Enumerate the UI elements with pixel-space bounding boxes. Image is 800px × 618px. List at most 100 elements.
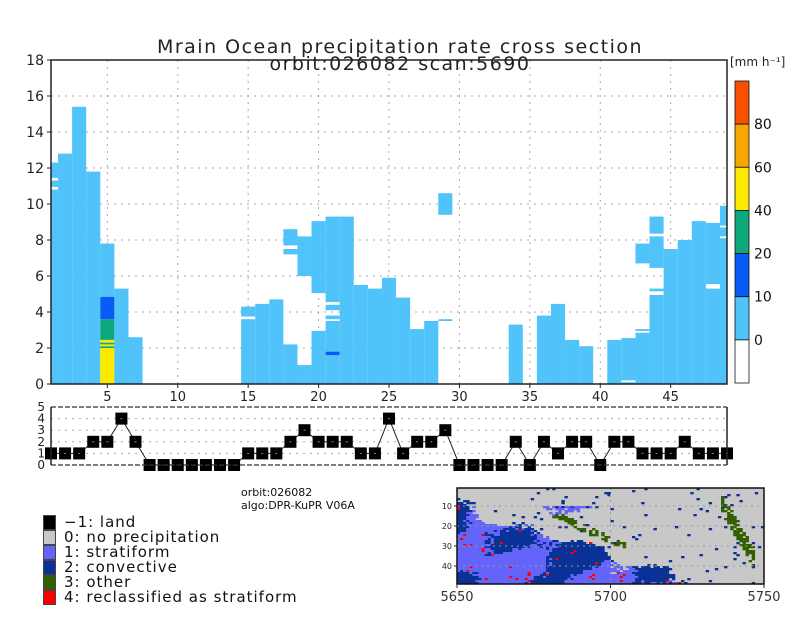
map-cell bbox=[570, 556, 574, 559]
map-cell bbox=[650, 582, 654, 585]
map-cell bbox=[530, 560, 535, 563]
map-cell bbox=[506, 538, 510, 541]
map-cell bbox=[518, 526, 522, 529]
map-cell bbox=[457, 538, 461, 541]
map-cell bbox=[582, 566, 587, 569]
map-cell bbox=[552, 548, 556, 551]
map-cell bbox=[589, 530, 593, 533]
map-cell bbox=[595, 546, 599, 549]
x-tick-label: 15 bbox=[240, 390, 257, 405]
map-cell bbox=[552, 558, 556, 561]
map-cell bbox=[582, 570, 587, 573]
precip-cell bbox=[649, 236, 664, 268]
map-cell bbox=[604, 536, 608, 539]
map-cell bbox=[487, 560, 492, 563]
map-cell bbox=[499, 536, 504, 539]
map-cell bbox=[542, 562, 547, 565]
map-cell bbox=[506, 578, 510, 581]
map-cell bbox=[490, 544, 495, 547]
map-cell bbox=[509, 556, 513, 559]
precip-cell bbox=[297, 236, 312, 276]
map-cell bbox=[567, 506, 571, 509]
map-cell bbox=[616, 566, 621, 569]
map-cell bbox=[567, 562, 571, 565]
map-cell bbox=[481, 572, 485, 575]
map-cell bbox=[546, 560, 550, 563]
map-cell bbox=[592, 546, 596, 549]
map-cell bbox=[503, 560, 507, 563]
map-cell bbox=[499, 558, 504, 561]
map-cell bbox=[662, 576, 667, 579]
map-cell bbox=[736, 494, 740, 497]
map-cell bbox=[490, 554, 495, 557]
map-cell bbox=[496, 570, 501, 573]
map-cell bbox=[724, 526, 728, 529]
map-cell bbox=[463, 544, 467, 547]
map-cell bbox=[499, 540, 504, 543]
map-cell bbox=[503, 556, 507, 559]
map-cell bbox=[610, 582, 614, 585]
map-cell bbox=[503, 538, 507, 541]
map-cell bbox=[555, 540, 559, 543]
map-cell bbox=[493, 554, 498, 557]
map-cell bbox=[469, 574, 473, 577]
map-cell bbox=[742, 562, 746, 565]
type-marker-dot bbox=[557, 452, 559, 454]
map-cell bbox=[570, 566, 574, 569]
map-cell bbox=[506, 582, 510, 585]
map-cell bbox=[582, 572, 587, 575]
map-cell bbox=[567, 580, 571, 583]
map-cell bbox=[490, 574, 495, 577]
map-cell bbox=[524, 548, 528, 551]
map-cell bbox=[460, 570, 464, 573]
map-cell bbox=[506, 532, 510, 535]
map-cell bbox=[724, 566, 728, 569]
map-cell bbox=[659, 568, 663, 571]
map-cell bbox=[616, 574, 621, 577]
map-cell bbox=[549, 570, 553, 573]
map-cell bbox=[659, 570, 663, 573]
type-marker-dot bbox=[514, 441, 517, 443]
type-marker-dot bbox=[134, 441, 137, 443]
map-cell bbox=[463, 548, 467, 551]
map-cell bbox=[665, 580, 670, 583]
map-cell bbox=[555, 552, 559, 555]
map-cell bbox=[542, 564, 547, 567]
map-cell bbox=[466, 580, 470, 583]
map-cell bbox=[481, 522, 485, 525]
map-cell bbox=[478, 550, 482, 553]
map-cell bbox=[733, 558, 737, 561]
map-cell bbox=[647, 566, 651, 569]
map-cell bbox=[460, 576, 464, 579]
map-cell bbox=[530, 530, 535, 533]
map-cell bbox=[472, 536, 476, 539]
map-cell bbox=[466, 578, 470, 581]
map-cell bbox=[515, 574, 519, 577]
map-cell bbox=[527, 562, 531, 565]
map-cell bbox=[622, 526, 627, 529]
map-cell bbox=[595, 556, 599, 559]
map-cell bbox=[598, 550, 602, 553]
map-cell bbox=[613, 568, 617, 571]
map-cell bbox=[570, 558, 574, 561]
map-cell bbox=[469, 582, 473, 585]
map-cell bbox=[745, 540, 749, 543]
map-cell bbox=[469, 510, 473, 513]
map-cell bbox=[457, 582, 461, 585]
map-cell bbox=[539, 528, 544, 531]
map-cell bbox=[592, 548, 596, 551]
map-cell bbox=[561, 506, 565, 509]
map-cell bbox=[546, 506, 550, 509]
map-cell bbox=[539, 582, 544, 585]
map-cell bbox=[484, 544, 488, 547]
type-marker-dot bbox=[711, 452, 714, 454]
map-cell bbox=[487, 534, 492, 537]
map-cell bbox=[592, 528, 596, 531]
map-cell bbox=[579, 568, 584, 571]
map-cell bbox=[472, 562, 476, 565]
map-cell bbox=[570, 520, 574, 523]
map-cell bbox=[460, 542, 464, 545]
map-cell bbox=[509, 554, 513, 557]
map-cell bbox=[579, 560, 584, 563]
map-cell bbox=[460, 560, 464, 563]
